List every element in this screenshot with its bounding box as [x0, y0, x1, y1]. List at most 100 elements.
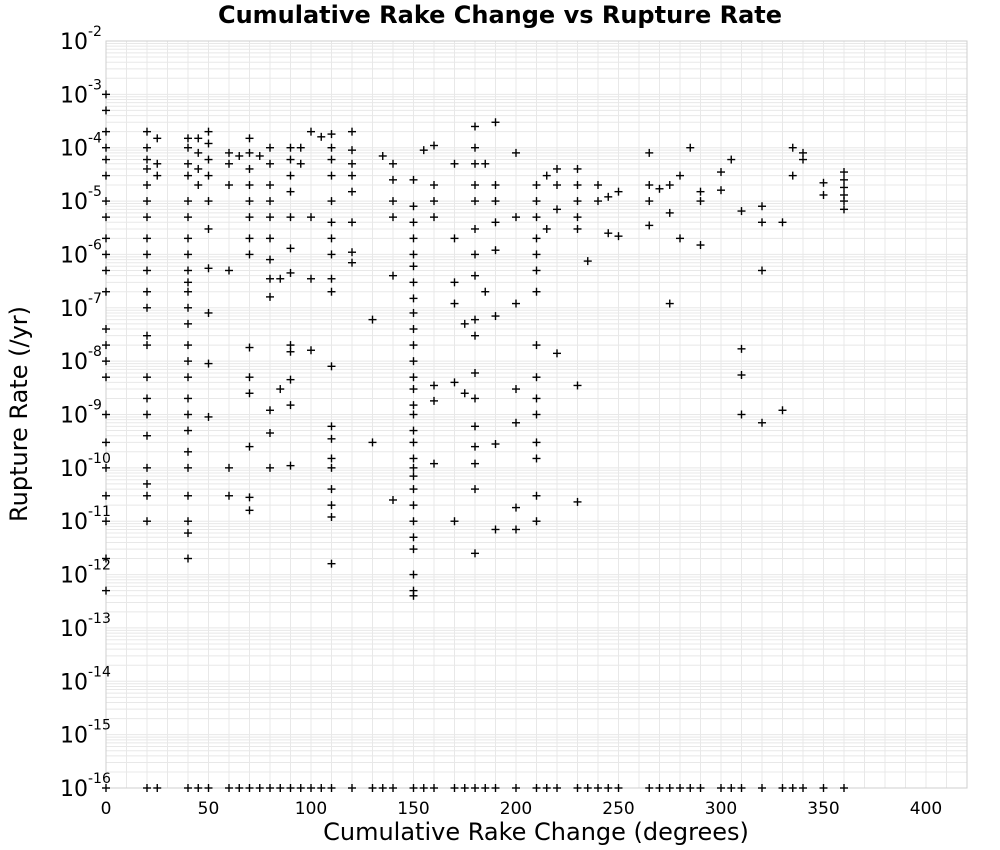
data-point — [266, 234, 274, 243]
y-tick-label: 10 — [60, 350, 88, 375]
data-point — [645, 784, 654, 792]
data-point — [542, 784, 551, 792]
y-axis-label: Rupture Rate (/yr) — [5, 306, 33, 522]
data-point — [286, 375, 295, 384]
data-point — [409, 278, 418, 287]
data-point — [348, 218, 356, 227]
y-tick-exponent: -13 — [88, 611, 111, 627]
data-point — [245, 506, 254, 515]
y-tick-label: 10 — [60, 137, 88, 162]
data-point — [266, 255, 274, 264]
data-point — [143, 143, 151, 152]
data-point — [378, 784, 387, 792]
data-point — [491, 181, 500, 190]
y-tick-exponent: -3 — [88, 77, 102, 93]
data-point — [225, 159, 233, 168]
data-point — [102, 106, 110, 115]
data-point — [266, 181, 274, 190]
data-point — [409, 472, 418, 481]
data-point — [348, 171, 356, 180]
data-point — [471, 485, 479, 494]
y-tick-exponent: -2 — [88, 24, 102, 40]
data-point — [471, 394, 479, 403]
data-point — [204, 224, 213, 233]
data-point — [409, 517, 418, 526]
data-point — [348, 146, 356, 155]
data-point — [614, 784, 623, 792]
data-point — [553, 181, 561, 190]
data-point — [471, 159, 479, 168]
data-point — [512, 418, 520, 427]
data-point — [102, 143, 110, 152]
data-point — [102, 410, 110, 419]
data-point — [430, 396, 438, 405]
data-point — [184, 134, 192, 143]
data-point — [460, 389, 469, 398]
data-point — [696, 197, 705, 206]
data-point — [143, 213, 151, 222]
data-point — [471, 459, 479, 468]
data-point — [184, 197, 192, 206]
data-point — [512, 148, 520, 157]
data-point — [143, 784, 151, 792]
data-point — [512, 784, 520, 792]
data-point — [327, 501, 336, 510]
data-point — [255, 151, 264, 160]
x-tick-label: 0 — [101, 799, 112, 819]
data-point — [409, 533, 418, 542]
data-point — [368, 315, 377, 324]
data-point — [286, 401, 295, 410]
x-tick-label: 100 — [295, 799, 327, 819]
data-point — [409, 294, 418, 303]
data-point — [327, 250, 336, 259]
y-tick-exponent: -4 — [88, 131, 102, 147]
data-point — [296, 159, 305, 168]
data-point — [471, 315, 479, 324]
data-point — [184, 491, 192, 500]
data-point — [389, 175, 397, 184]
data-point — [235, 151, 244, 160]
data-point — [512, 385, 520, 394]
data-point — [143, 164, 151, 173]
data-point — [758, 218, 766, 227]
data-point — [389, 495, 397, 504]
data-point — [409, 570, 418, 579]
data-point — [727, 155, 736, 164]
data-point — [348, 127, 356, 136]
data-point — [491, 218, 500, 227]
data-point — [409, 454, 418, 463]
data-point — [717, 784, 725, 792]
data-point — [450, 278, 459, 287]
data-point — [327, 454, 336, 463]
x-tick-label: 350 — [807, 799, 839, 819]
y-tick-exponent: -12 — [88, 558, 111, 574]
data-point — [327, 463, 336, 472]
data-point — [799, 784, 807, 792]
data-point — [409, 410, 418, 419]
data-point — [307, 127, 315, 136]
data-point — [378, 151, 387, 160]
data-point — [143, 410, 151, 419]
data-point — [471, 250, 479, 259]
data-point — [532, 213, 541, 222]
data-point — [143, 341, 151, 350]
data-point — [819, 190, 828, 199]
data-point — [327, 784, 336, 792]
data-point — [296, 784, 305, 792]
data-point — [327, 218, 336, 227]
data-point — [204, 155, 213, 164]
data-point — [143, 394, 151, 403]
x-axis-label: Cumulative Rake Change (degrees) — [323, 818, 749, 846]
data-point — [542, 171, 551, 180]
data-point — [788, 784, 797, 792]
y-tick-exponent: -11 — [88, 504, 111, 520]
y-tick-exponent: -7 — [88, 291, 102, 307]
data-point — [665, 208, 674, 217]
data-point — [450, 159, 459, 168]
data-point — [471, 368, 479, 377]
data-point — [102, 250, 110, 259]
data-point — [102, 554, 110, 563]
data-point — [266, 274, 274, 283]
data-point — [645, 197, 654, 206]
data-point — [676, 234, 684, 243]
